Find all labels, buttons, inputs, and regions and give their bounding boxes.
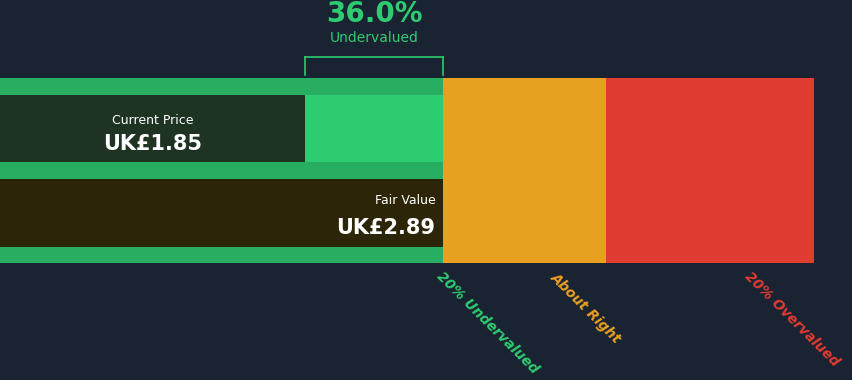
Text: About Right: About Right: [547, 270, 623, 345]
Bar: [443, 78, 606, 263]
Text: 20% Overvalued: 20% Overvalued: [740, 270, 840, 369]
Text: 20% Undervalued: 20% Undervalued: [433, 270, 540, 377]
Text: Undervalued: Undervalued: [330, 31, 418, 45]
Bar: [0, 78, 443, 263]
Text: Fair Value: Fair Value: [374, 195, 435, 207]
Text: 36.0%: 36.0%: [325, 0, 422, 27]
Bar: [0, 247, 443, 263]
Bar: [0, 179, 443, 247]
Bar: [0, 162, 443, 179]
Bar: [0, 95, 305, 162]
Text: UK£2.89: UK£2.89: [336, 218, 435, 238]
Bar: [0, 78, 443, 95]
Text: UK£1.85: UK£1.85: [103, 134, 202, 154]
Bar: [606, 78, 813, 263]
Text: Current Price: Current Price: [112, 114, 193, 127]
